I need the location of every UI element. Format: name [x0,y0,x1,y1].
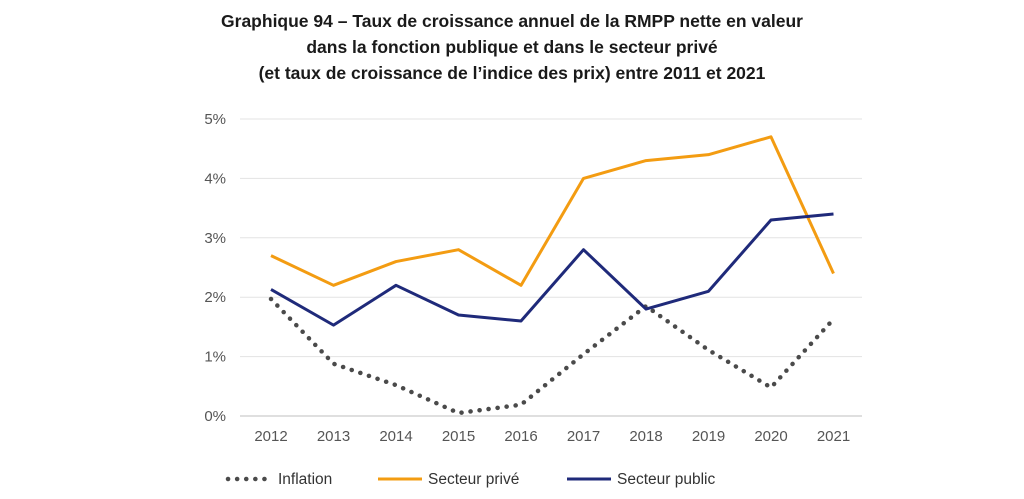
legend-label: Secteur public [617,471,715,488]
gridlines [240,118,862,417]
y-tick-label: 5% [204,111,226,128]
legend: Inflation Secteur privé Secteur public [225,471,715,488]
x-tick-label: 2017 [567,428,600,445]
series-line-secteur-public [270,212,834,327]
series-lines [268,135,836,416]
x-axis-ticks: 2012 2013 2014 2015 2016 2017 2018 2019 2020 2021 [254,428,850,445]
x-tick-label: 2020 [754,428,787,445]
chart-title-line-3: (et taux de croissance de l’indice des p… [258,63,766,83]
y-tick-label: 4% [204,170,226,187]
x-tick-label: 2014 [379,428,412,445]
series-line-secteur-priv- [270,135,835,287]
chart-title: Graphique 94 – Taux de croissance annuel… [0,8,1024,86]
y-axis-ticks: 0% 1% 2% 3% 4% 5% [204,111,226,425]
x-tick-label: 2013 [317,428,350,445]
chart-title-line-2: dans la fonction publique et dans le sec… [306,37,718,57]
y-tick-label: 1% [204,349,226,366]
series-line-inflation [268,296,836,416]
x-tick-label: 2012 [254,428,287,445]
x-tick-label: 2015 [442,428,475,445]
legend-label: Inflation [278,471,332,488]
y-tick-label: 0% [204,408,226,425]
legend-label: Secteur privé [428,471,519,488]
y-tick-label: 3% [204,230,226,247]
x-tick-label: 2016 [504,428,537,445]
x-tick-label: 2018 [629,428,662,445]
y-tick-label: 2% [204,289,226,306]
x-tick-label: 2019 [692,428,725,445]
x-tick-label: 2021 [817,428,850,445]
chart-title-line-1: Graphique 94 – Taux de croissance annuel… [221,11,803,31]
